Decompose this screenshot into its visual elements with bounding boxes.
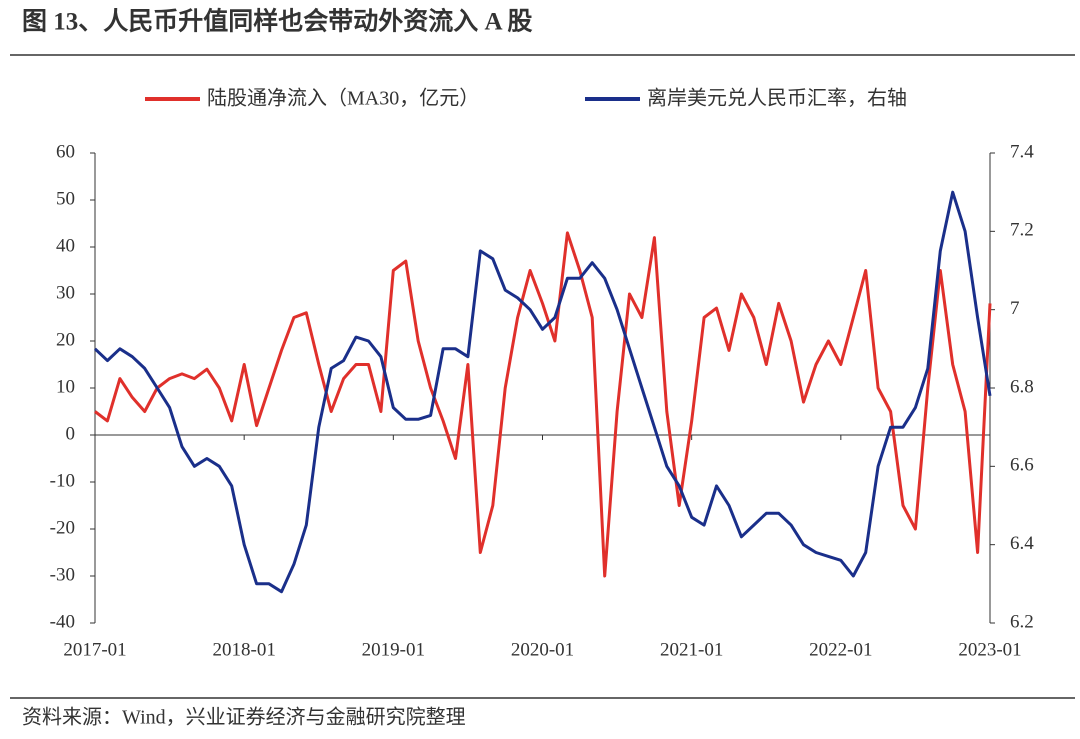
y-tick-label: 10 xyxy=(56,376,75,397)
y-tick-label: 40 xyxy=(56,235,75,256)
y-tick-label: -20 xyxy=(50,517,75,538)
y-tick-label: 50 xyxy=(56,188,75,209)
x-tick-label: 2023-01 xyxy=(958,639,1021,660)
chart-title: 图 13、人民币升值同样也会带动外资流入 A 股 xyxy=(22,7,532,36)
y2-tick-label: 7.2 xyxy=(1010,220,1034,241)
y-tick-label: 60 xyxy=(56,141,75,162)
series-line xyxy=(94,231,992,578)
y-tick-label: -40 xyxy=(50,611,75,632)
x-tick-label: 2017-01 xyxy=(63,639,126,660)
x-tick-label: 2018-01 xyxy=(213,639,276,660)
y2-tick-label: 6.2 xyxy=(1010,611,1034,632)
y2-tick-label: 6.8 xyxy=(1010,376,1034,397)
y-tick-label: 20 xyxy=(56,329,75,350)
legend-label: 陆股通净流入（MA30，亿元） xyxy=(207,87,479,110)
x-tick-label: 2020-01 xyxy=(511,639,574,660)
x-tick-label: 2022-01 xyxy=(809,639,872,660)
source-note: 资料来源：Wind，兴业证券经济与金融研究院整理 xyxy=(22,706,466,729)
y-tick-label: -30 xyxy=(50,564,75,585)
y2-tick-label: 6.4 xyxy=(1010,533,1034,554)
y2-tick-label: 6.6 xyxy=(1010,455,1034,476)
y2-tick-label: 7 xyxy=(1010,298,1020,319)
x-tick-label: 2019-01 xyxy=(362,639,425,660)
y-tick-label: 30 xyxy=(56,282,75,303)
y-tick-label: -10 xyxy=(50,470,75,491)
series-line xyxy=(93,190,992,594)
legend-label: 离岸美元兑人民币汇率，右轴 xyxy=(647,87,907,110)
y-tick-label: 0 xyxy=(66,423,76,444)
y2-tick-label: 7.4 xyxy=(1010,141,1034,162)
x-tick-label: 2021-01 xyxy=(660,639,723,660)
